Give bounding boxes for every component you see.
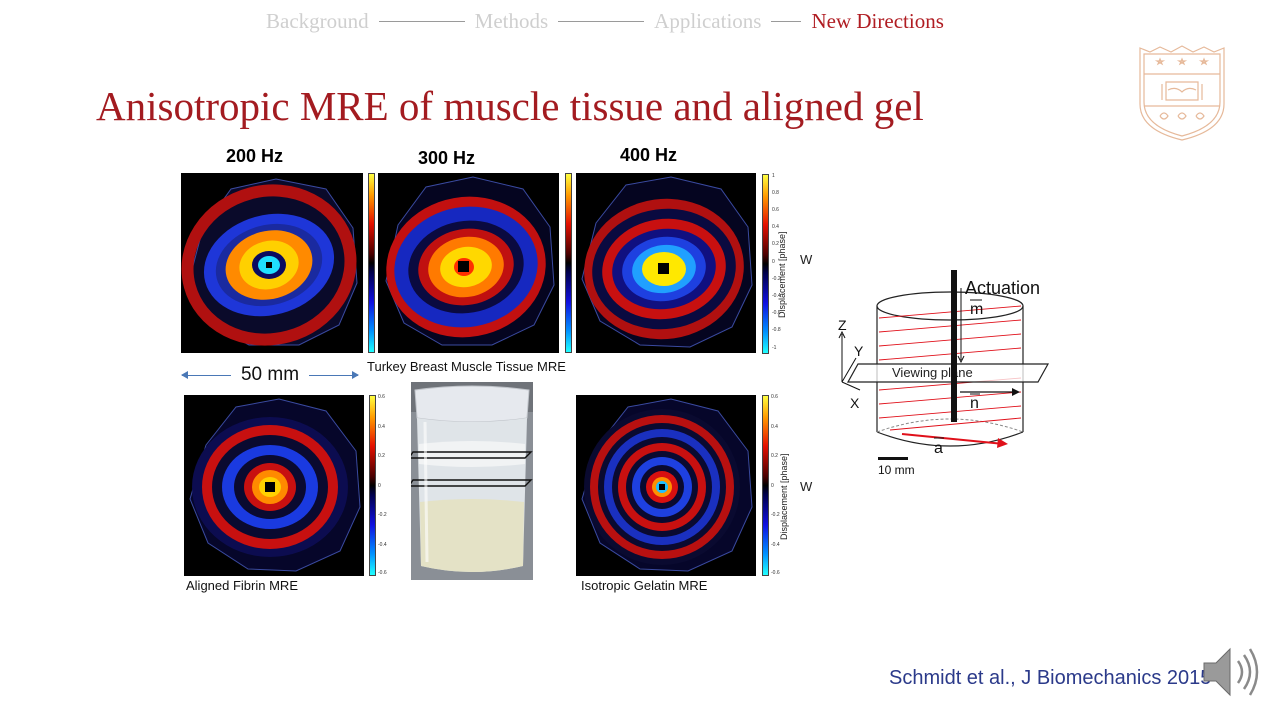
caption-turkey-muscle: Turkey Breast Muscle Tissue MRE xyxy=(367,359,566,374)
component-label: W xyxy=(800,252,813,267)
university-seal-icon xyxy=(1138,44,1226,142)
colorbar-300hz xyxy=(565,173,572,353)
tick-label: 0.4 xyxy=(772,224,779,230)
n-vector-label: n xyxy=(970,395,979,412)
tick-label: 0.6 xyxy=(771,394,778,400)
colorbar-ticks-fibrin: 0.6 0.4 0.2 0 -0.2 -0.4 -0.6 xyxy=(378,395,392,576)
tick-label: -0.6 xyxy=(772,310,781,316)
mre-image-300hz xyxy=(378,173,559,353)
slide-title: Anisotropic MRE of muscle tissue and ali… xyxy=(96,83,924,129)
citation: Schmidt et al., J Biomechanics 2015 xyxy=(889,667,1212,689)
tick-label: -0.2 xyxy=(771,512,780,518)
nav-divider xyxy=(558,20,645,22)
a-vector-label: a xyxy=(934,440,943,457)
tick-label: -0.8 xyxy=(772,327,781,333)
x-axis-label: X xyxy=(850,395,860,411)
tick-label: 0.2 xyxy=(378,453,385,459)
component-label: W xyxy=(800,479,813,494)
mre-image-200hz xyxy=(181,173,363,353)
tick-label: 0.4 xyxy=(378,424,385,430)
tick-label: -0.4 xyxy=(378,542,387,548)
speaker-icon[interactable] xyxy=(1198,641,1264,703)
tick-label: 0.2 xyxy=(772,241,779,247)
tick-label: 0.6 xyxy=(772,207,779,213)
tick-label: 0 xyxy=(771,483,774,489)
tick-label: 0.8 xyxy=(772,190,779,196)
tick-label: -0.6 xyxy=(378,570,387,576)
tick-label: 0.4 xyxy=(771,424,778,430)
colorbar-axis-label: Displacement [phase] xyxy=(779,453,789,540)
tick-label: 0 xyxy=(378,483,381,489)
tick-label: -1 xyxy=(772,345,777,351)
nav-item-methods[interactable]: Methods xyxy=(474,8,549,33)
nav-item-applications[interactable]: Applications xyxy=(654,8,762,33)
gel-container-photo xyxy=(411,382,533,580)
mre-image-400hz xyxy=(576,173,756,353)
colorbar-gelatin xyxy=(762,395,769,576)
tick-label: -0.4 xyxy=(772,293,781,299)
colorbar-ticks-gelatin: 0.6 0.4 0.2 0 -0.2 -0.4 -0.6 xyxy=(771,395,785,576)
frequency-label-300: 300 Hz xyxy=(418,148,476,168)
frequency-label-200: 200 Hz xyxy=(226,146,284,166)
scale-arrow-right xyxy=(309,370,359,379)
colorbar-fibrin xyxy=(369,395,376,576)
colorbar-200hz xyxy=(368,173,375,353)
actuation-schematic-diagram: Viewing plane Actuation m n a Z Y X 10 m… xyxy=(830,266,1062,484)
section-navigation: Background Methods Applications New Dire… xyxy=(266,8,944,34)
scale-label: 50 mm xyxy=(240,364,300,385)
viewing-plane-label: Viewing plane xyxy=(892,365,973,380)
tick-label: -0.2 xyxy=(378,512,387,518)
colorbar-400hz xyxy=(762,174,769,354)
tick-label: 1 xyxy=(772,173,775,179)
tick-label: -0.4 xyxy=(771,542,780,548)
z-axis-label: Z xyxy=(838,317,847,333)
nav-item-background[interactable]: Background xyxy=(266,8,369,33)
nav-item-new-directions[interactable]: New Directions xyxy=(811,8,944,33)
nav-divider xyxy=(771,20,802,22)
y-axis-label: Y xyxy=(854,343,864,359)
scale-arrow-left xyxy=(181,370,231,379)
colorbar-ticks-top: 1 0.8 0.6 0.4 0.2 0 -0.2 -0.4 -0.6 -0.8 … xyxy=(772,174,786,354)
tick-label: -0.2 xyxy=(772,276,781,282)
tick-label: 0.6 xyxy=(378,394,385,400)
mre-image-aligned-fibrin xyxy=(184,395,364,576)
frequency-label-400: 400 Hz xyxy=(620,145,678,165)
diagram-scale-label: 10 mm xyxy=(878,463,915,477)
caption-aligned-fibrin: Aligned Fibrin MRE xyxy=(186,578,298,593)
mre-image-isotropic-gelatin xyxy=(576,395,756,576)
tick-label: 0 xyxy=(772,259,775,265)
caption-isotropic-gelatin: Isotropic Gelatin MRE xyxy=(581,578,708,593)
tick-label: -0.6 xyxy=(771,570,780,576)
colorbar-axis-label: Displacement [phase] xyxy=(777,231,787,318)
actuation-label: Actuation xyxy=(965,278,1040,298)
m-vector-label: m xyxy=(970,301,983,318)
tick-label: 0.2 xyxy=(771,453,778,459)
scale-bar-50mm: 50 mm xyxy=(181,364,359,386)
nav-divider xyxy=(378,20,465,22)
